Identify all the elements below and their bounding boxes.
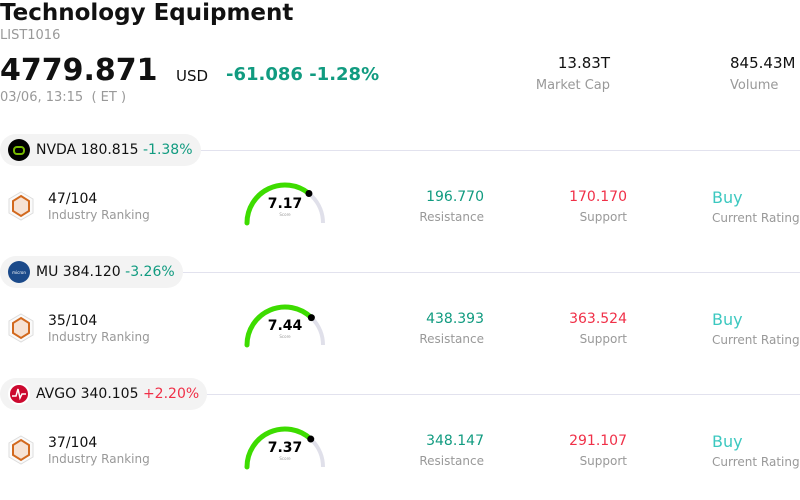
current-rating[interactable]: Buy Current Rating xyxy=(712,432,800,469)
divider xyxy=(182,272,800,273)
stock-pill[interactable]: micron MU 384.120 -3.26% xyxy=(0,256,183,288)
rating-value: Buy xyxy=(712,432,743,451)
gauge-marker xyxy=(307,435,315,443)
support: 363.524 Support xyxy=(569,311,627,346)
resistance: 348.147 Resistance xyxy=(419,433,484,468)
stock-section: NVDA 180.815 -1.38% 47/104 Industry Rank… xyxy=(0,134,800,256)
gauge-marker xyxy=(307,314,315,322)
resistance-label: Resistance xyxy=(419,210,484,224)
divider xyxy=(200,150,800,151)
volume-value: 845.43M xyxy=(730,54,796,72)
rating-label: Current Rating xyxy=(712,211,800,225)
gauge-fill xyxy=(244,426,314,470)
market-cap: 13.83T Market Cap xyxy=(536,54,610,93)
broadcom-logo-icon xyxy=(8,383,30,405)
ranking-hexagon-icon xyxy=(8,435,34,465)
stock-price: 180.815 xyxy=(80,142,139,158)
volume-label: Volume xyxy=(730,78,779,93)
resistance: 196.770 Resistance xyxy=(419,189,484,224)
stock-pill[interactable]: AVGO 340.105 +2.20% xyxy=(0,378,208,410)
divider xyxy=(207,394,800,395)
support-label: Support xyxy=(579,210,627,224)
score-gauge: 7.17 Score xyxy=(244,182,325,226)
resistance-value: 196.770 xyxy=(426,189,484,205)
support-label: Support xyxy=(579,454,627,468)
score-label: Score xyxy=(279,334,291,339)
score-value: 7.37 xyxy=(268,440,303,456)
score-value: 7.17 xyxy=(268,196,303,212)
micron-logo-icon: micron xyxy=(8,261,30,283)
industry-rank: 35/104 xyxy=(48,313,98,329)
industry-rank: 47/104 xyxy=(48,191,98,207)
resistance: 438.393 Resistance xyxy=(419,311,484,346)
gauge-fill xyxy=(244,304,314,348)
stock-price: 384.120 xyxy=(62,264,121,280)
score-gauge: 7.44 Score xyxy=(244,304,325,348)
rating-value: Buy xyxy=(712,188,743,207)
gauge-fill xyxy=(244,182,312,226)
stock-section: micron MU 384.120 -3.26% 35/104 Industry… xyxy=(0,256,800,378)
stock-change: -1.38% xyxy=(142,142,193,158)
rating-label: Current Rating xyxy=(712,333,800,347)
support-value: 170.170 xyxy=(569,189,627,205)
list-code: LIST1016 xyxy=(0,28,61,43)
market-cap-label: Market Cap xyxy=(535,78,610,93)
gauge-marker xyxy=(305,189,313,197)
industry-rank-label: Industry Ranking xyxy=(48,330,150,344)
support-value: 291.107 xyxy=(569,433,627,449)
volume: 845.43M Volume xyxy=(730,54,795,93)
support-label: Support xyxy=(579,332,627,346)
currency: USD xyxy=(176,67,209,85)
score-label: Score xyxy=(279,212,291,217)
industry-rank: 37/104 xyxy=(48,435,98,451)
index-price: 4779.871 xyxy=(0,53,158,88)
ticker: NVDA xyxy=(36,142,77,158)
stock-price: 340.105 xyxy=(80,386,139,402)
resistance-label: Resistance xyxy=(419,332,484,346)
resistance-label: Resistance xyxy=(419,454,484,468)
industry-rank-label: Industry Ranking xyxy=(48,452,150,466)
score-value: 7.44 xyxy=(268,318,303,334)
stock-pill[interactable]: NVDA 180.815 -1.38% xyxy=(0,134,201,166)
stock-change: +2.20% xyxy=(142,386,200,402)
current-rating[interactable]: Buy Current Rating xyxy=(712,310,800,347)
support: 170.170 Support xyxy=(569,189,627,224)
timestamp: 03/06, 13:15 ( ET ) xyxy=(0,90,127,105)
resistance-value: 348.147 xyxy=(426,433,484,449)
market-cap-value: 13.83T xyxy=(557,54,610,72)
ranking-hexagon-icon xyxy=(8,313,34,343)
current-rating[interactable]: Buy Current Rating xyxy=(712,188,800,225)
support: 291.107 Support xyxy=(569,433,627,468)
score-gauge: 7.37 Score xyxy=(244,426,325,470)
ticker: AVGO xyxy=(36,386,77,402)
price-change: -61.086 -1.28% xyxy=(226,64,380,85)
stock-change: -3.26% xyxy=(125,264,175,280)
ranking-hexagon-icon xyxy=(8,191,34,221)
resistance-value: 438.393 xyxy=(426,311,484,327)
nvidia-logo-icon xyxy=(8,139,30,161)
rating-label: Current Rating xyxy=(712,455,800,469)
stock-section: AVGO 340.105 +2.20% 37/104 Industry Rank… xyxy=(0,378,800,500)
support-value: 363.524 xyxy=(569,311,627,327)
page-title: Technology Equipment xyxy=(0,0,294,26)
ticker: MU xyxy=(36,264,59,280)
industry-rank-label: Industry Ranking xyxy=(48,208,150,222)
score-label: Score xyxy=(279,456,291,461)
rating-value: Buy xyxy=(712,310,743,329)
